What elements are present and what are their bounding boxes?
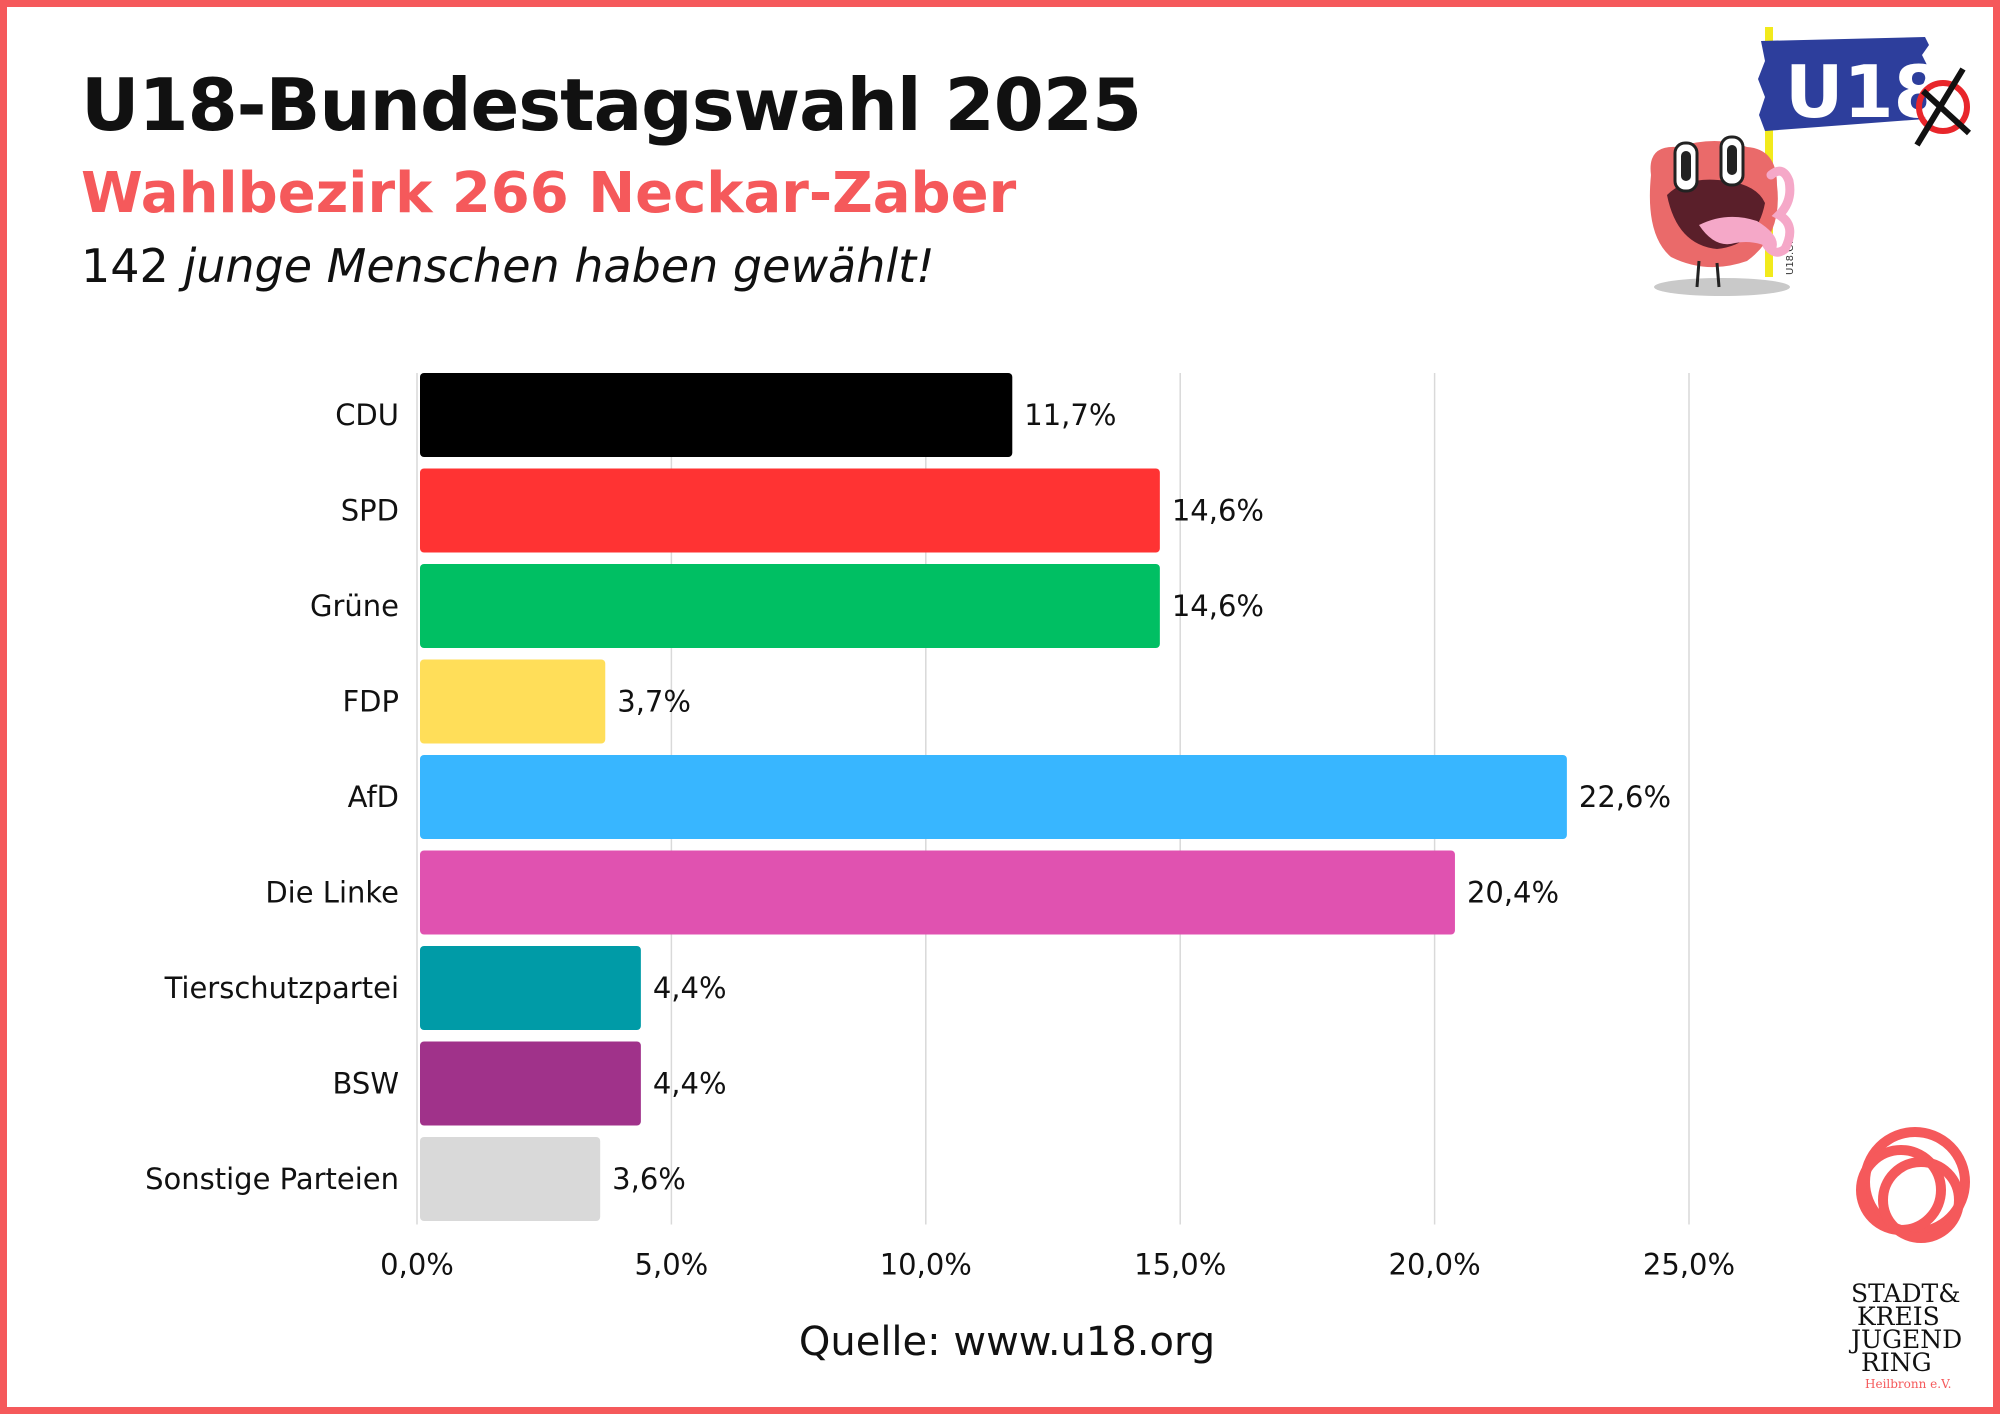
- x-tick-label: 5,0%: [635, 1248, 709, 1282]
- category-label: CDU: [335, 398, 399, 432]
- source-note: Quelle: www.u18.org: [798, 1319, 1216, 1365]
- mascot-icon: [1649, 135, 1795, 296]
- bar: [420, 755, 1567, 839]
- sjr-logo: STADT& KREIS JUGEND RING Heilbronn e.V.: [1848, 1127, 1970, 1391]
- page-subtitle: Wahlbezirk 266 Neckar-Zaber: [81, 161, 1017, 226]
- voter-count-text: junge Menschen haben gewählt!: [183, 239, 935, 293]
- value-label: 11,7%: [1024, 398, 1116, 432]
- value-label: 4,4%: [653, 971, 727, 1005]
- value-label: 14,6%: [1172, 494, 1264, 528]
- category-label: Tierschutzpartei: [164, 971, 399, 1005]
- bar: [420, 850, 1455, 935]
- value-label: 3,7%: [617, 685, 691, 719]
- category-label: Grüne: [310, 589, 399, 623]
- sjr-line-4: RING: [1861, 1348, 1932, 1377]
- bar: [420, 659, 606, 744]
- value-label: 3,6%: [612, 1162, 686, 1196]
- sjr-line-3: JUGEND: [1848, 1325, 1962, 1354]
- sjr-line-1: STADT&: [1851, 1279, 1960, 1308]
- voter-count-line: 142 junge Menschen haben gewählt!: [81, 239, 935, 293]
- category-label: AfD: [348, 780, 399, 814]
- category-label: BSW: [333, 1067, 399, 1101]
- u18-flag: [1758, 37, 1929, 131]
- chart-value-labels: 11,7% 14,6% 14,6% 3,7% 22,6% 20,4% 4,4% 4,4% 3,6…: [612, 398, 1671, 1196]
- chart-bars: [420, 373, 1567, 1221]
- page-title: U18-Bundestagswahl 2025: [81, 63, 1142, 147]
- voter-count-number: 142: [81, 239, 169, 293]
- sjr-sub: Heilbronn e.V.: [1865, 1377, 1951, 1391]
- bar: [420, 564, 1160, 648]
- bar: [420, 1041, 641, 1126]
- u18-flag-text: U18: [1785, 50, 1944, 134]
- value-label: 20,4%: [1467, 876, 1559, 910]
- x-tick-label: 25,0%: [1643, 1248, 1735, 1282]
- value-label: 22,6%: [1579, 780, 1671, 814]
- x-tick-label: 0,0%: [380, 1248, 454, 1282]
- u18-pole-text: U18.ORG: [1785, 229, 1796, 275]
- bar-chart: CDU SPD Grüne FDP AfD Die Linke Tierschutzpart…: [145, 373, 1735, 1282]
- category-label: SPD: [341, 494, 399, 528]
- bar: [420, 1137, 601, 1221]
- x-tick-label: 10,0%: [880, 1248, 972, 1282]
- x-tick-label: 15,0%: [1134, 1248, 1226, 1282]
- chart-tick-labels: 0,0% 5,0% 10,0% 15,0% 20,0% 25,0%: [380, 1248, 1735, 1282]
- chart-category-labels: CDU SPD Grüne FDP AfD Die Linke Tierschutzpart…: [145, 398, 399, 1196]
- value-label: 4,4%: [653, 1067, 727, 1101]
- u18-logo: U18 U18.ORG: [1649, 27, 1972, 296]
- ballot-cross-icon: [1914, 67, 1972, 147]
- sjr-circle-icon: [1856, 1127, 1970, 1243]
- category-label: FDP: [343, 685, 400, 719]
- x-tick-label: 20,0%: [1389, 1248, 1481, 1282]
- bar: [420, 373, 1013, 457]
- value-label: 14,6%: [1172, 589, 1264, 623]
- sjr-line-2: KREIS: [1857, 1302, 1940, 1331]
- u18-pole: [1765, 27, 1773, 277]
- bar: [420, 946, 641, 1030]
- category-label: Sonstige Parteien: [145, 1162, 399, 1196]
- category-label: Die Linke: [265, 876, 399, 910]
- bar: [420, 468, 1160, 553]
